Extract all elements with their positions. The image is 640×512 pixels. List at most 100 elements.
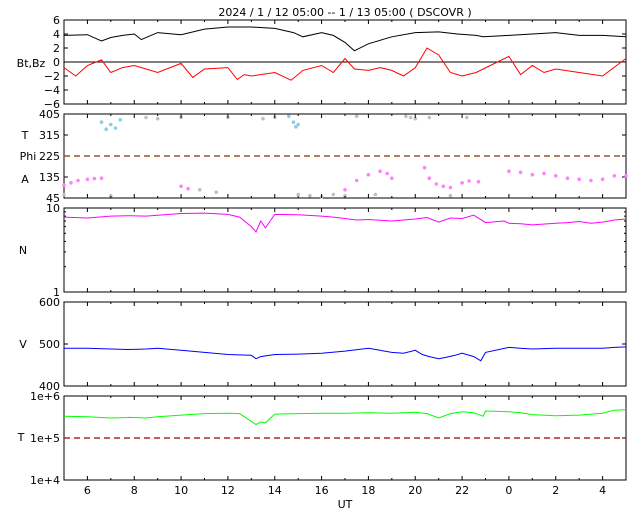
point-theta [104,127,108,131]
point-phi_away [422,165,427,170]
point-phi_away [434,182,439,186]
density-y-tick-label: 1 [53,286,60,299]
density-y-tick-label: 10 [46,202,60,215]
ylabel-magnetic-field: Bt,Bz [17,57,46,70]
point-phi_away [378,169,382,173]
point-phi_other [427,115,432,120]
point-phi_other [343,193,347,198]
bfield-y-tick-label: 2 [53,42,60,55]
bfield-y-tick-label: 6 [53,14,60,27]
point-phi_away [565,176,570,180]
point-phi_away [343,188,347,192]
speed-y-tick-label: 500 [39,338,60,351]
x-tick-label: 22 [455,484,469,497]
point-phi_other [198,188,202,192]
point-phi_away [518,170,523,175]
temp-y-tick-label: 1e+5 [30,432,60,445]
bfield-y-tick-label: 0 [53,56,60,69]
point-phi_away [441,184,446,189]
ylabel-a: A [21,173,29,186]
panel-imf-angles: T Phi A 405 315 225 135 45 [20,108,628,205]
point-phi_away [542,171,546,176]
point-phi_away [427,176,432,180]
point-theta [294,125,298,129]
point-phi_away [530,172,535,177]
ylabel-density: N [19,244,27,257]
x-tick-label: 8 [131,484,138,497]
point-phi_other [308,193,312,198]
point-phi_away [69,181,73,185]
point-phi_away [577,177,581,182]
ylabel-speed: V [19,338,27,351]
x-tick-label: 20 [408,484,422,497]
point-phi_other [144,115,148,120]
point-theta [291,120,296,124]
point-phi_away [76,178,80,183]
x-axis: 6 8 10 12 14 16 18 20 22 0 2 4 [84,20,606,497]
x-tick-label: 14 [268,484,282,497]
point-phi_away [624,174,628,178]
x-tick-label: 12 [221,484,235,497]
point-phi_other [261,116,265,121]
panel-frame-speed [63,301,627,387]
point-phi_away [390,176,394,180]
x-tick-label: 6 [84,484,91,497]
temp-y-tick-label: 1e+4 [30,474,60,487]
panel-frame-density [63,207,627,293]
bfield-y-tick-label: −2 [44,70,60,83]
point-phi_away [476,179,481,184]
point-phi_away [460,181,464,185]
panel-speed: V 600 500 400 [19,296,627,393]
x-tick-label: 0 [505,484,512,497]
series-speed [64,346,627,362]
point-phi_away [600,177,605,182]
chart-title: 2024 / 1 / 12 05:00 -- 1 / 13 05:00 ( DS… [218,6,471,19]
series-bz [63,47,627,81]
temp-y-tick-label: 1e+6 [30,390,60,403]
bfield-y-tick-label: 4 [53,28,60,41]
point-phi_other [296,192,301,197]
point-phi_other [373,192,378,197]
point-theta [118,118,122,122]
ylabel-theta: T [21,129,29,142]
ylabel-temperature: T [17,431,25,444]
point-phi_away [507,169,511,173]
point-phi_other [155,116,160,121]
point-phi_away [366,172,371,177]
point-phi_away [448,185,453,190]
point-phi_away [554,174,558,178]
x-tick-label: 10 [174,484,188,497]
point-theta [287,114,291,119]
x-tick-label: 4 [599,484,606,497]
point-phi_away [385,171,390,176]
point-phi_other [331,192,336,197]
series-bt [63,26,627,52]
angle-y-tick-label: 45 [46,192,60,205]
point-theta [296,122,301,127]
point-phi_away [186,186,190,191]
ylabel-phi: Phi [20,150,37,163]
x-tick-label: 2 [552,484,559,497]
point-phi_other [109,193,113,198]
point-phi_away [354,178,359,183]
point-phi_other [404,114,408,119]
point-phi_other [413,116,418,121]
angle-y-tick-label: 315 [39,129,60,142]
x-tick-label: 16 [315,484,329,497]
point-phi_away [85,177,90,182]
series-temp [63,409,627,426]
x-axis-label: UT [338,498,353,511]
point-phi_other [354,114,359,119]
angle-y-tick-label: 135 [39,171,60,184]
panel-density: N 10 1 [19,202,627,299]
point-phi_other [448,193,453,198]
angle-y-tick-label: 405 [39,108,60,121]
speed-y-tick-label: 400 [39,380,60,393]
point-phi_away [62,183,66,187]
bfield-y-tick-label: −4 [44,84,60,97]
point-phi_away [612,174,617,178]
point-phi_away [467,179,471,183]
point-theta [109,122,113,127]
